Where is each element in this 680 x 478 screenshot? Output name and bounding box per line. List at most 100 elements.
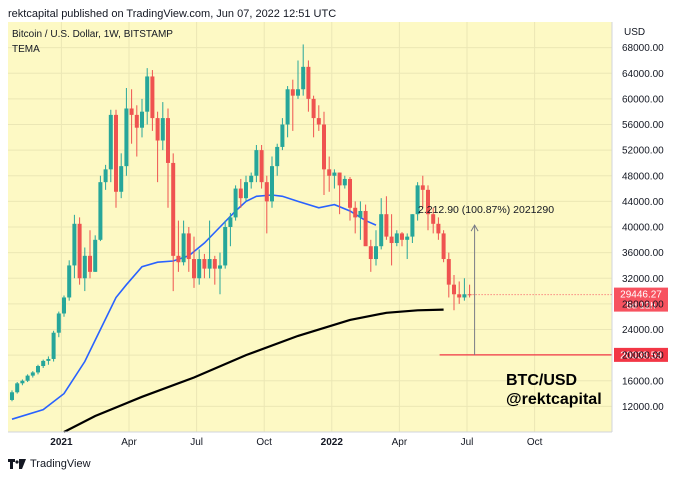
candle: [46, 356, 51, 365]
candle: [72, 214, 77, 279]
candle: [98, 175, 103, 242]
candle-body: [400, 233, 404, 240]
candle-body: [103, 169, 108, 183]
candle-body: [290, 89, 295, 96]
candle-countdown: 5d 12h: [626, 301, 655, 312]
candle: [415, 182, 420, 221]
candle: [82, 247, 87, 292]
candle: [114, 109, 118, 208]
candle-body: [46, 358, 51, 361]
candle-body: [114, 114, 118, 192]
candle-body: [249, 175, 254, 183]
x-tick-label: Oct: [527, 437, 543, 448]
x-tick-label: Jul: [190, 437, 203, 448]
candle-body: [337, 172, 342, 186]
candle: [342, 175, 347, 189]
indicator-label: TEMA: [12, 44, 40, 55]
candle: [379, 198, 384, 250]
y-tick-label: 32000.00: [622, 274, 664, 285]
y-axis: 12000.00 16000.00 20000.00 24000.00 28000.00…: [611, 22, 664, 432]
candle-body: [134, 114, 139, 128]
candle: [264, 175, 269, 234]
candle: [400, 232, 404, 247]
y-tick-label: 12000.00: [622, 402, 664, 413]
y-tick-label: 68000.00: [622, 43, 664, 54]
candle-body: [238, 188, 243, 199]
candle: [15, 382, 20, 394]
candle-body: [457, 294, 462, 298]
candle-body: [72, 223, 77, 266]
candle: [238, 178, 243, 208]
y-tick-label: 48000.00: [622, 171, 664, 182]
publish-info: rektcapital published on TradingView.com…: [8, 8, 337, 20]
support-price-badge: [614, 347, 668, 362]
candle: [249, 172, 254, 189]
axis-unit: USD: [624, 27, 645, 38]
candle-body: [10, 392, 14, 400]
candle: [363, 204, 368, 247]
candle-body: [56, 313, 61, 333]
candle: [384, 196, 389, 240]
candle: [207, 220, 212, 279]
candle: [160, 102, 165, 151]
candle-body: [171, 162, 176, 256]
candle: [259, 145, 264, 189]
candle: [410, 214, 415, 244]
candle: [150, 70, 155, 131]
candle-body: [348, 178, 352, 208]
candle: [93, 235, 98, 272]
candle: [108, 109, 113, 183]
candle: [368, 239, 373, 272]
y-tick-label: 36000.00: [622, 248, 664, 259]
candle-body: [155, 118, 160, 141]
candle-body: [233, 188, 238, 218]
x-tick-label: Jul: [461, 437, 474, 448]
candle-body: [145, 76, 150, 112]
candle: [25, 374, 30, 383]
candle-body: [426, 189, 430, 215]
candle-body: [181, 233, 186, 263]
candle-body: [202, 259, 207, 269]
candle: [311, 95, 316, 138]
candle: [446, 252, 451, 298]
candle: [197, 249, 202, 285]
candle-body: [296, 89, 300, 96]
candle-body: [394, 233, 399, 244]
candle: [30, 371, 35, 378]
candle: [171, 153, 176, 292]
candle: [332, 169, 337, 189]
candle: [51, 330, 56, 362]
candle-body: [259, 150, 264, 183]
candle: [462, 278, 467, 301]
candle-body: [306, 66, 311, 99]
candle: [202, 253, 207, 279]
candle: [129, 89, 134, 144]
candle: [426, 185, 430, 231]
long-moving-average-line: [63, 308, 444, 433]
candle: [223, 220, 228, 269]
candle: [316, 105, 321, 131]
candle-body: [322, 124, 326, 170]
candle: [358, 201, 363, 240]
x-tick-label: 2021: [50, 437, 73, 448]
candle: [275, 143, 280, 176]
candle-body: [389, 236, 394, 244]
candle: [145, 68, 150, 125]
candle: [374, 230, 378, 266]
candle: [296, 60, 300, 99]
candle-body: [223, 227, 228, 266]
candle: [176, 220, 181, 272]
candle: [140, 98, 144, 138]
y-tick-label: 64000.00: [622, 69, 664, 80]
candle: [431, 207, 436, 234]
x-tick-label: Oct: [256, 437, 272, 448]
brand-name: TradingView: [30, 458, 91, 470]
candle: [155, 111, 160, 183]
moving-averages: [11, 194, 444, 433]
candle: [441, 230, 446, 263]
last-price-badge: [614, 287, 668, 312]
candle-body: [212, 259, 217, 269]
candle-body: [228, 217, 233, 227]
